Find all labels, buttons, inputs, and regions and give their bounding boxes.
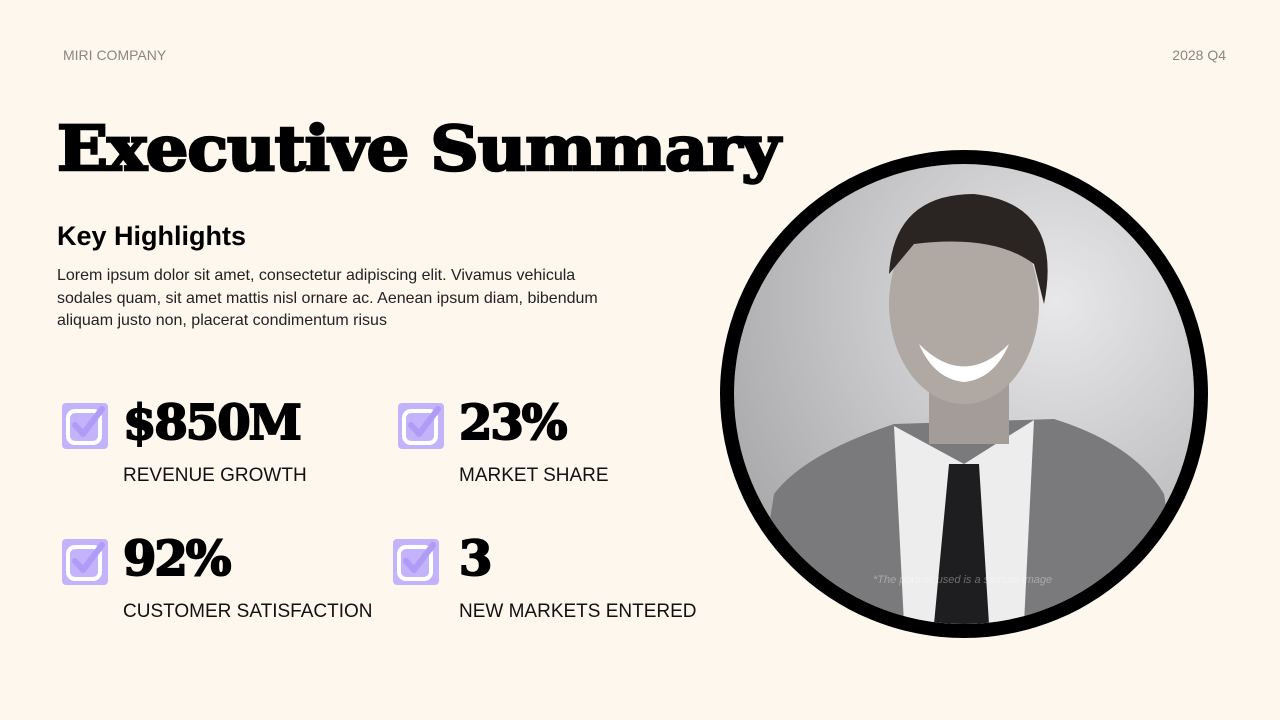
photo-caption: *The portrait used is a sample image — [873, 574, 1053, 586]
body-text: Lorem ipsum dolor sit amet, consectetur … — [57, 267, 598, 329]
stat-label: REVENUE GROWTH — [123, 465, 307, 486]
checkbox-checked-icon — [62, 403, 108, 449]
stat-label: MARKET SHARE — [459, 465, 609, 486]
stat-value: 92% — [122, 530, 232, 588]
portrait-image — [734, 164, 1194, 624]
period-label: 2028 Q4 — [1172, 47, 1226, 63]
stat-value: 3 — [458, 530, 493, 588]
section-subtitle: Key Highlights — [57, 221, 247, 251]
checkbox-checked-icon — [398, 403, 444, 449]
checkbox-checked-icon — [393, 539, 439, 585]
stat-value: $850M — [122, 394, 303, 452]
stat-value: 23% — [458, 394, 568, 452]
stat-label: NEW MARKETS ENTERED — [459, 601, 697, 622]
page-title: Executive Summary — [56, 111, 782, 187]
stat-label: CUSTOMER SATISFACTION — [123, 601, 373, 622]
company-name: MIRI COMPANY — [63, 47, 167, 63]
portrait-photo: *The portrait used is a sample image — [720, 150, 1208, 638]
checkbox-checked-icon — [62, 539, 108, 585]
